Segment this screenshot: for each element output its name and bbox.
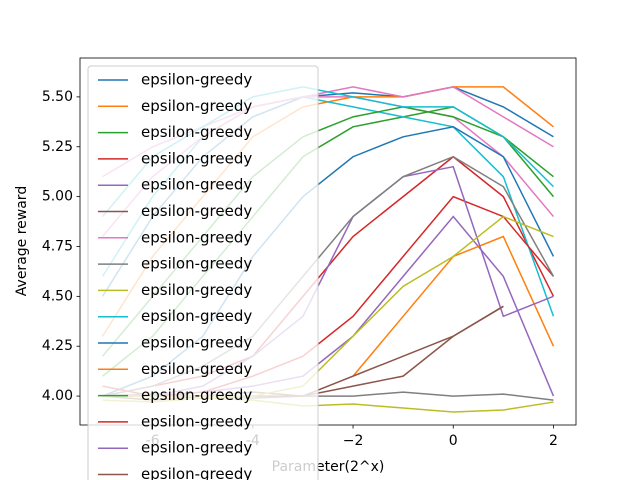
legend-label: epsilon-greedy — [141, 281, 252, 299]
legend-label: epsilon-greedy — [141, 97, 252, 115]
y-tick-label: 4.00 — [42, 388, 73, 404]
legend-label: epsilon-greedy — [141, 71, 252, 89]
legend-label: epsilon-greedy — [141, 386, 252, 404]
legend-label: epsilon-greedy — [141, 149, 252, 167]
legend-label: epsilon-greedy — [141, 465, 252, 480]
y-tick-label: 5.50 — [42, 89, 73, 105]
plot-frame — [79, 57, 577, 426]
legend-box — [87, 65, 319, 480]
x-tick-label: 2 — [549, 433, 558, 449]
legend-label: epsilon-greedy — [141, 228, 252, 246]
legend-label: epsilon-greedy — [141, 202, 252, 220]
y-tick-label: 4.50 — [42, 288, 73, 304]
legend-label: epsilon-greedy — [141, 412, 252, 430]
y-tick-label: 4.25 — [42, 338, 73, 354]
legend-label: epsilon-greedy — [141, 123, 252, 141]
x-tick-label: 0 — [449, 433, 458, 449]
y-axis-label: Average reward — [14, 186, 30, 296]
legend-label: epsilon-greedy — [141, 176, 252, 194]
y-tick-label: 4.75 — [42, 238, 73, 254]
y-tick-label: 5.25 — [42, 139, 73, 155]
legend-label: epsilon-greedy — [141, 307, 252, 325]
legend-label: epsilon-greedy — [141, 360, 252, 378]
x-tick-label: −2 — [343, 433, 364, 449]
y-tick-label: 5.00 — [42, 189, 73, 205]
legend-label: epsilon-greedy — [141, 255, 252, 273]
legend-label: epsilon-greedy — [141, 439, 252, 457]
legend: epsilon-greedy epsilon-greedy epsilon-gree… — [87, 65, 319, 480]
legend-label: epsilon-greedy — [141, 334, 252, 352]
